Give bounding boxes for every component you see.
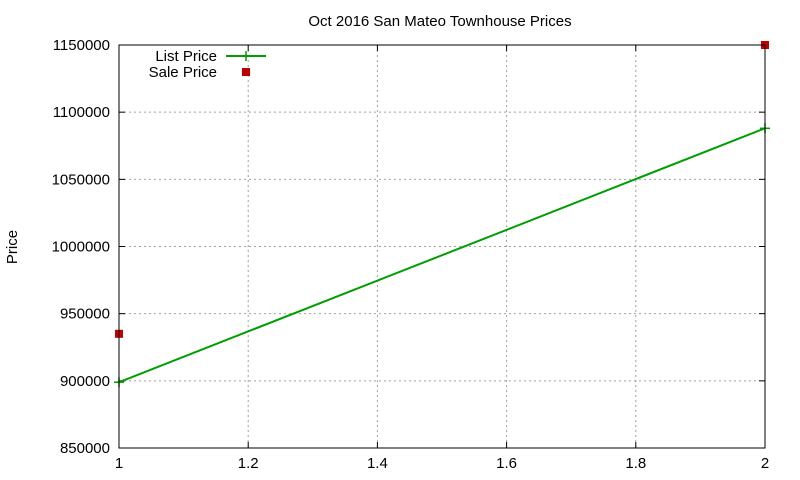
y-tick-label: 1150000: [53, 37, 110, 54]
x-tick-label: 1.4: [367, 455, 388, 472]
series-layer: [114, 41, 770, 388]
x-tick-label: 1.6: [496, 455, 517, 472]
legend-marker: [241, 51, 251, 61]
legend-label: List Price: [155, 48, 217, 65]
plot-frame: [118, 44, 766, 449]
chart-title: Oct 2016 San Mateo Townhouse Prices: [308, 13, 571, 30]
y-tick-label: 850000: [60, 440, 110, 457]
x-tick-label: 2: [761, 455, 769, 472]
y-tick-label: 950000: [60, 306, 110, 323]
list-price-line: [118, 127, 766, 384]
y-axis-label: Price: [4, 230, 21, 264]
x-tick-label: 1.8: [625, 455, 646, 472]
grid-lines: [119, 45, 765, 448]
y-tick-label: 900000: [60, 373, 110, 390]
y-tick-label: 1100000: [53, 104, 110, 121]
legend-marker: [242, 68, 250, 76]
axis-ticks: 1 1.2 1.4 1.6 1.8 2 850000 900000 950000 1000000 1…: [52, 37, 770, 472]
y-tick-label: 1000000: [52, 239, 110, 256]
legend-label: Sale Price: [149, 64, 217, 81]
y-tick-label: 1050000: [52, 171, 110, 188]
x-tick-label: 1.2: [238, 455, 259, 472]
x-tick-label: 1: [115, 455, 123, 472]
